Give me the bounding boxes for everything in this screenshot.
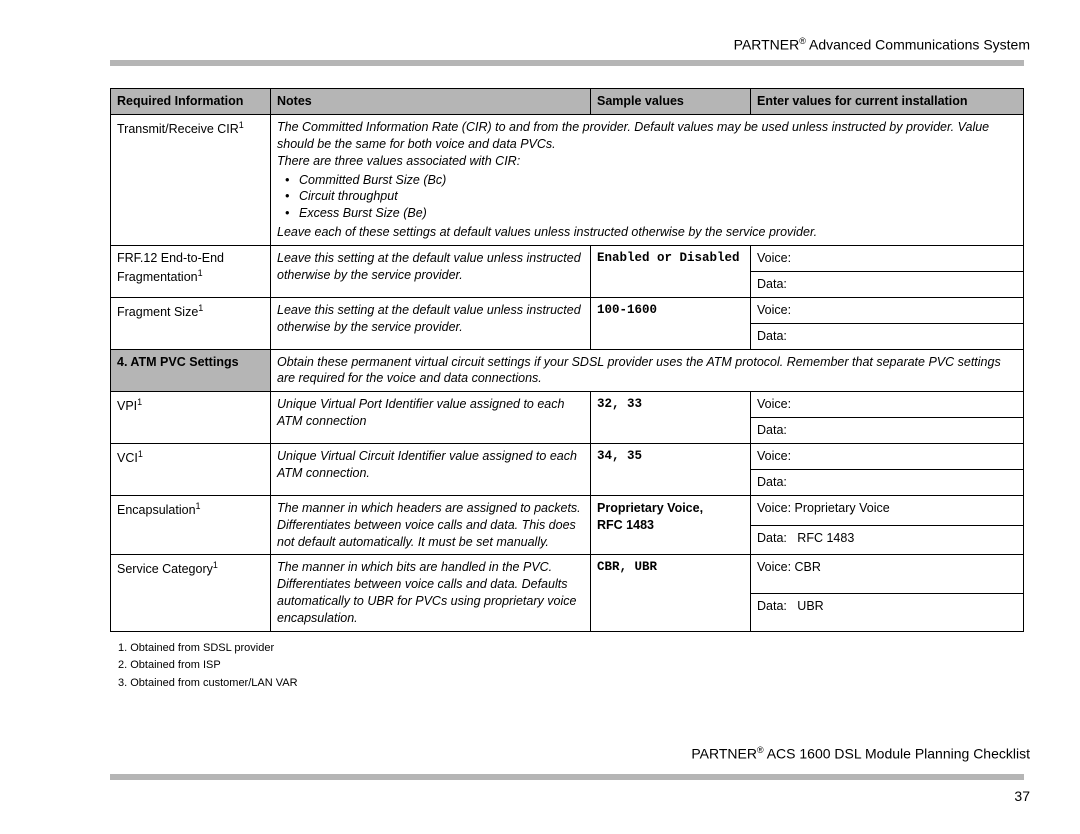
cell-name: VPI1 [111, 392, 271, 444]
content-area: Required Information Notes Sample values… [110, 60, 1024, 693]
bullet-item: Committed Burst Size (Bc) [299, 172, 1017, 189]
row-label: VPI [117, 399, 137, 413]
footer-brand: PARTNER [691, 746, 757, 762]
th-sample: Sample values [591, 89, 751, 115]
notes-line: Leave each of these settings at default … [277, 224, 1017, 241]
table-row: VPI1 Unique Virtual Port Identifier valu… [111, 392, 1024, 418]
page-number: 37 [1014, 788, 1030, 804]
cell-entry: Data: [751, 418, 1024, 444]
cell-sample: CBR, UBR [591, 555, 751, 632]
cell-entry: Data: UBR [751, 593, 1024, 631]
footnote: 1. Obtained from SDSL provider [118, 640, 1024, 658]
th-required: Required Information [111, 89, 271, 115]
cell-entry: Data: [751, 271, 1024, 297]
notes-line: There are three values associated with C… [277, 153, 1017, 170]
running-header: PARTNER® Advanced Communications System [734, 36, 1030, 53]
cell-entry: Voice: [751, 297, 1024, 323]
running-footer: PARTNER® ACS 1600 DSL Module Planning Ch… [691, 745, 1030, 762]
table-row: VCI1 Unique Virtual Circuit Identifier v… [111, 444, 1024, 470]
cell-entry: Data: [751, 323, 1024, 349]
footnotes: 1. Obtained from SDSL provider 2. Obtain… [110, 640, 1024, 693]
row-label: Encapsulation [117, 503, 196, 517]
bullet-item: Excess Burst Size (Be) [299, 205, 1017, 222]
section-label: 4. ATM PVC Settings [111, 349, 271, 392]
footnote: 2. Obtained from ISP [118, 657, 1024, 675]
cell-notes: Unique Virtual Circuit Identifier value … [271, 444, 591, 496]
document-page: PARTNER® Advanced Communications System … [0, 0, 1080, 834]
cell-sample: 34, 35 [591, 444, 751, 496]
top-rule [110, 60, 1024, 66]
th-notes: Notes [271, 89, 591, 115]
cell-entry: Voice: [751, 444, 1024, 470]
table-row: Service Category1 The manner in which bi… [111, 555, 1024, 593]
cell-sample: 32, 33 [591, 392, 751, 444]
superscript: 1 [239, 120, 244, 130]
bullet-list: Committed Burst Size (Bc) Circuit throug… [277, 172, 1017, 223]
cell-name: Fragment Size1 [111, 297, 271, 349]
superscript: 1 [213, 560, 218, 570]
footnote: 3. Obtained from customer/LAN VAR [118, 675, 1024, 693]
cell-notes: Unique Virtual Port Identifier value ass… [271, 392, 591, 444]
superscript: 1 [137, 397, 142, 407]
table-row: FRF.12 End-to-End Fragmentation1 Leave t… [111, 246, 1024, 272]
table-row: Fragment Size1 Leave this setting at the… [111, 297, 1024, 323]
cell-name: VCI1 [111, 444, 271, 496]
cell-name: Service Category1 [111, 555, 271, 632]
bottom-rule [110, 774, 1024, 780]
cell-notes: Leave this setting at the default value … [271, 246, 591, 298]
cell-sample: Proprietary Voice, RFC 1483 [591, 495, 751, 555]
bullet-item: Circuit throughput [299, 188, 1017, 205]
cell-entry: Voice: Proprietary Voice [751, 495, 1024, 525]
superscript: 1 [198, 268, 203, 278]
cell-notes: Leave this setting at the default value … [271, 297, 591, 349]
cell-entry: Data: RFC 1483 [751, 525, 1024, 555]
row-label: FRF.12 End-to-End [117, 251, 224, 265]
cell-notes: The manner in which bits are handled in … [271, 555, 591, 632]
sample-line: RFC 1483 [597, 518, 654, 532]
table-header-row: Required Information Notes Sample values… [111, 89, 1024, 115]
header-suffix: Advanced Communications System [806, 37, 1030, 53]
cell-name: Transmit/Receive CIR1 [111, 114, 271, 245]
cell-entry: Voice: [751, 392, 1024, 418]
row-label: Fragment Size [117, 305, 198, 319]
cell-entry: Data: [751, 469, 1024, 495]
section-row: 4. ATM PVC Settings Obtain these permane… [111, 349, 1024, 392]
superscript: 1 [138, 449, 143, 459]
row-label: VCI [117, 451, 138, 465]
registered-icon: ® [799, 36, 806, 46]
notes-line: The Committed Information Rate (CIR) to … [277, 119, 1017, 153]
superscript: 1 [198, 303, 203, 313]
row-label: Fragmentation [117, 270, 198, 284]
cell-notes: The manner in which headers are assigned… [271, 495, 591, 555]
table-row: Encapsulation1 The manner in which heade… [111, 495, 1024, 525]
cell-sample: 100-1600 [591, 297, 751, 349]
cell-sample: Enabled or Disabled [591, 246, 751, 298]
th-enter: Enter values for current installation [751, 89, 1024, 115]
settings-table: Required Information Notes Sample values… [110, 88, 1024, 632]
row-label: Service Category [117, 563, 213, 577]
cell-name: Encapsulation1 [111, 495, 271, 555]
cell-notes: The Committed Information Rate (CIR) to … [271, 114, 1024, 245]
footer-suffix: ACS 1600 DSL Module Planning Checklist [764, 746, 1030, 762]
header-brand: PARTNER [734, 37, 800, 53]
superscript: 1 [196, 501, 201, 511]
cell-entry: Voice: [751, 246, 1024, 272]
table-row: Transmit/Receive CIR1 The Committed Info… [111, 114, 1024, 245]
registered-icon: ® [757, 745, 764, 755]
row-label: Transmit/Receive CIR [117, 122, 239, 136]
cell-name: FRF.12 End-to-End Fragmentation1 [111, 246, 271, 298]
sample-line: Proprietary Voice, [597, 501, 703, 515]
cell-entry: Voice: CBR [751, 555, 1024, 593]
section-desc: Obtain these permanent virtual circuit s… [271, 349, 1024, 392]
